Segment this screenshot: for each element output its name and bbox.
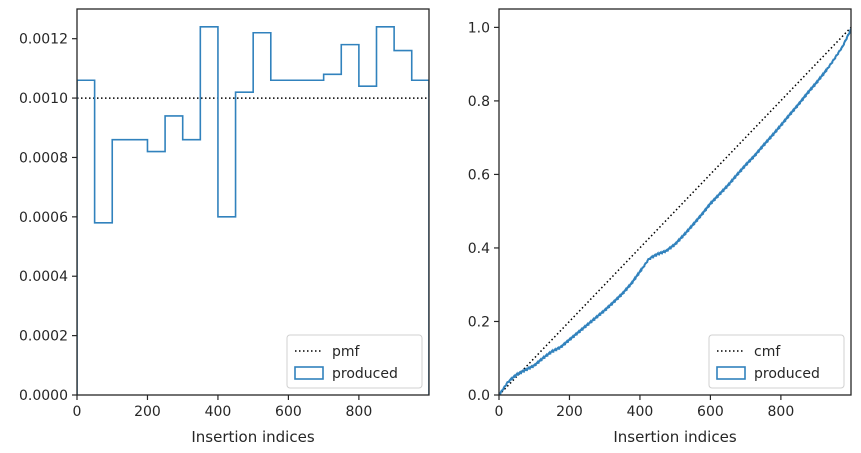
x-axis-label: Insertion indices xyxy=(191,428,314,446)
x-tick-label: 0 xyxy=(73,404,82,420)
x-tick-label: 200 xyxy=(134,404,161,420)
x-tick-label: 200 xyxy=(556,404,583,420)
legend: cmf produced xyxy=(708,334,845,389)
series-cmf xyxy=(499,26,851,395)
legend-box xyxy=(286,334,423,389)
legend-swatch-produced xyxy=(716,366,746,380)
pmf-panel: 0 200 400 600 800 0.0000 0.0002 0.0004 0.0006 0.0… xyxy=(19,8,430,446)
x-tick-label: 400 xyxy=(627,404,654,420)
y-tick-label: 0.0004 xyxy=(19,269,68,285)
y-tick-label: 0.8 xyxy=(468,94,490,110)
y-tick-label: 0.0008 xyxy=(19,150,68,166)
y-tick-label: 0.0010 xyxy=(19,91,68,107)
axes-frame xyxy=(498,8,852,396)
y-tick-label: 0.6 xyxy=(468,167,490,183)
y-tick-label: 1.0 xyxy=(468,20,490,36)
x-axis-label: Insertion indices xyxy=(613,428,736,446)
legend-label-produced: produced xyxy=(754,366,820,382)
cmf-panel: 0 200 400 600 800 0.0 0.2 0.4 0.6 0.8 1.0 Insertion… xyxy=(468,8,852,446)
x-tick-label: 600 xyxy=(697,404,724,420)
plot-area xyxy=(499,26,851,395)
x-tick-label: 400 xyxy=(205,404,232,420)
legend-swatch-produced xyxy=(294,366,324,380)
legend-box xyxy=(708,334,845,389)
x-tick-label: 800 xyxy=(768,404,795,420)
y-tick-label: 0.0012 xyxy=(19,32,68,48)
legend: pmf produced xyxy=(286,334,423,389)
y-tick-label: 0.0006 xyxy=(19,210,68,226)
x-tick-label: 0 xyxy=(495,404,504,420)
legend-label-pmf: pmf xyxy=(332,344,361,360)
legend-label-cmf: cmf xyxy=(754,344,781,360)
legend-label-produced: produced xyxy=(332,366,398,382)
y-tick-label: 0.0002 xyxy=(19,329,68,345)
x-tick-label: 800 xyxy=(346,404,373,420)
axes-frame xyxy=(76,8,430,396)
y-tick-label: 0.0 xyxy=(468,388,490,404)
series-produced xyxy=(499,28,851,395)
y-tick-label: 0.2 xyxy=(468,314,490,330)
y-tick-label: 0.4 xyxy=(468,241,490,257)
x-tick-label: 600 xyxy=(275,404,302,420)
series-produced xyxy=(77,26,429,395)
plot-area xyxy=(77,26,429,395)
y-tick-label: 0.0000 xyxy=(19,388,68,404)
